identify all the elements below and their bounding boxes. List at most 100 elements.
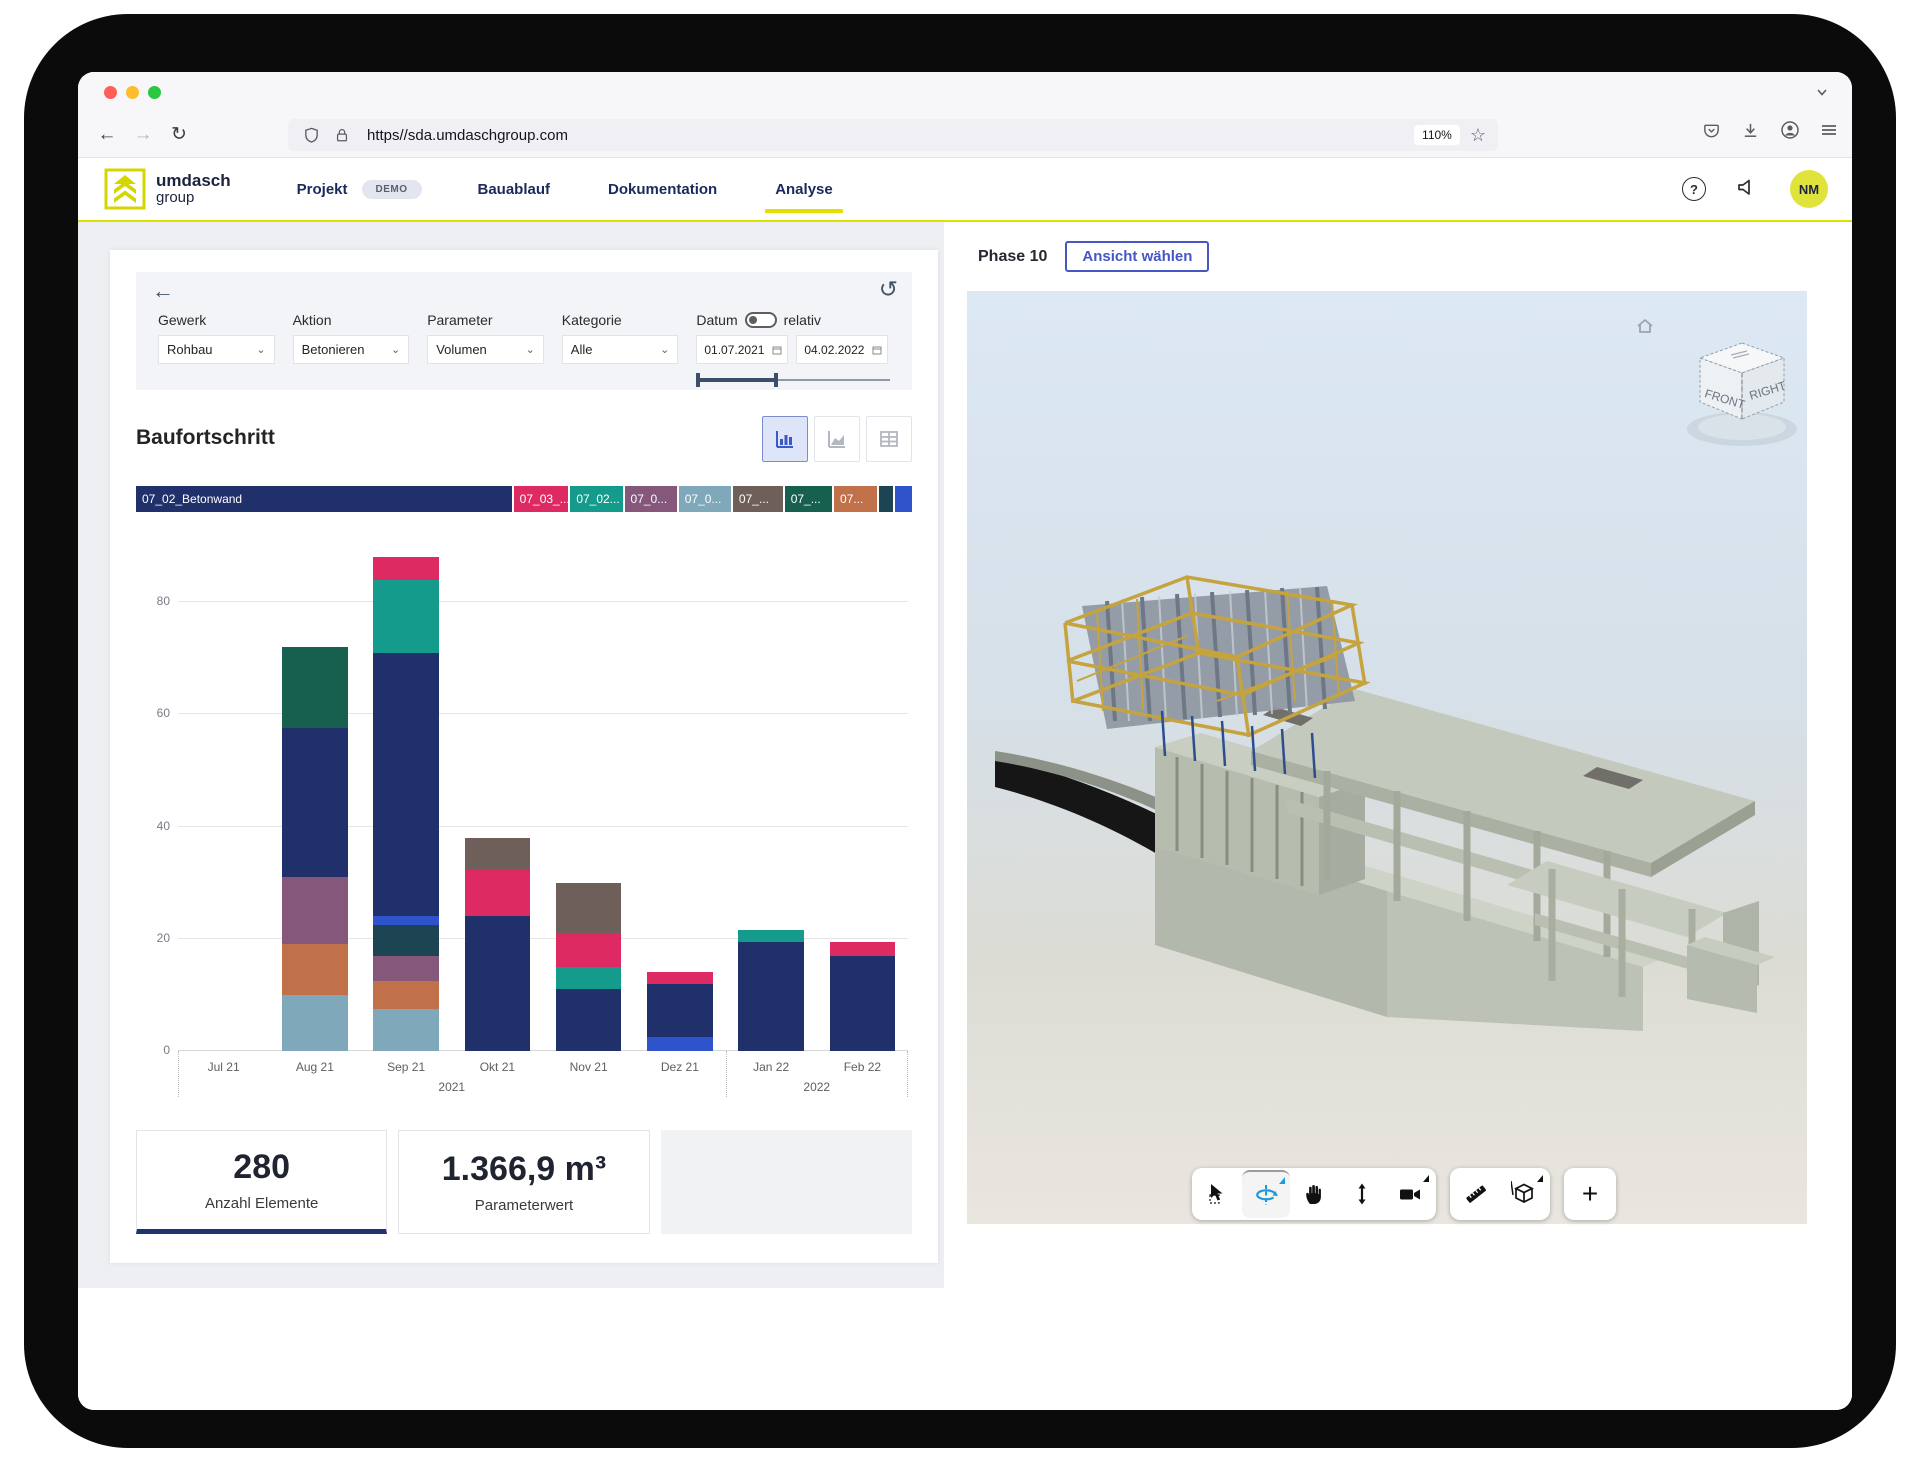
gewerk-select[interactable]: Rohbau ⌄ (158, 335, 275, 364)
bar-segment[interactable] (555, 989, 622, 1051)
bar-segment[interactable] (373, 557, 439, 580)
reset-filters-icon[interactable]: ↺ (878, 276, 898, 302)
back-arrow-icon[interactable]: ← (152, 278, 174, 303)
shield-icon[interactable] (303, 126, 320, 144)
kategorie-select[interactable]: Alle ⌄ (561, 335, 679, 364)
zoom-tool-button[interactable] (1338, 1170, 1386, 1218)
legend-item[interactable] (895, 486, 912, 512)
stacked-bar[interactable] (373, 557, 439, 1051)
menu-hamburger-icon[interactable] (1820, 121, 1838, 144)
zoom-level-badge[interactable]: 110% (1414, 125, 1460, 145)
legend-item[interactable]: 07_0... (624, 486, 677, 512)
parameter-select[interactable]: Volumen ⌄ (427, 335, 544, 364)
bar-segment[interactable] (829, 941, 896, 956)
stacked-bar[interactable] (647, 972, 713, 1051)
bar-segment[interactable] (829, 955, 896, 1051)
url-text[interactable]: https//sda.umdaschgroup.com (367, 126, 568, 144)
bar-segment[interactable] (647, 983, 713, 1037)
bar-segment[interactable] (282, 647, 348, 729)
select-tool-button[interactable] (1194, 1170, 1242, 1218)
bar-segment[interactable] (555, 933, 622, 967)
bar-segment[interactable] (282, 994, 348, 1051)
chart-plot[interactable]: 0 20 40 60 80 (136, 546, 912, 1057)
bar-segment[interactable] (373, 579, 439, 653)
bar-segment[interactable] (464, 837, 531, 869)
download-icon[interactable] (1741, 121, 1760, 145)
legend-item[interactable]: 07_02... (570, 486, 623, 512)
legend-item[interactable] (878, 486, 894, 512)
slider-handle-right[interactable] (773, 373, 778, 387)
legend-item[interactable]: 07_... (732, 486, 783, 512)
nav-item-projekt[interactable]: Projekt (296, 180, 348, 198)
stacked-bar[interactable] (738, 930, 804, 1051)
nav-item-analyse[interactable]: Analyse (765, 175, 843, 213)
add-tool-button[interactable]: + (1581, 1178, 1599, 1209)
close-window-button[interactable] (104, 86, 117, 99)
measure-tool-button[interactable] (1452, 1170, 1500, 1218)
bar-segment[interactable] (282, 877, 348, 945)
chevron-down-icon[interactable] (1814, 84, 1830, 105)
aktion-select[interactable]: Betonieren ⌄ (292, 335, 410, 364)
nav-item-bauablauf[interactable]: Bauablauf (477, 180, 551, 198)
lock-icon[interactable] (334, 126, 350, 144)
section-box-tool-button[interactable] (1500, 1170, 1548, 1218)
pan-tool-button[interactable] (1290, 1170, 1338, 1218)
bar-segment[interactable] (373, 955, 439, 981)
help-icon[interactable]: ? (1682, 177, 1706, 201)
bar-segment[interactable] (738, 941, 804, 1051)
stacked-bar[interactable] (282, 647, 348, 1051)
umdasch-logo[interactable]: umdasch group (104, 168, 231, 210)
nav-item-dokumentation[interactable]: Dokumentation (608, 180, 718, 198)
bookmark-star-icon[interactable]: ☆ (1469, 124, 1486, 145)
pocket-icon[interactable] (1702, 121, 1721, 145)
stacked-bar[interactable] (555, 882, 622, 1051)
bar-segment[interactable] (373, 916, 439, 925)
account-icon[interactable] (1780, 120, 1800, 145)
legend-item[interactable]: 07... (834, 486, 877, 512)
bar-segment[interactable] (464, 868, 531, 917)
bar-segment[interactable] (555, 966, 622, 990)
bar-segment[interactable] (647, 972, 713, 984)
date-to-input[interactable]: 04.02.2022 (796, 335, 889, 364)
legend-item[interactable]: 07_0... (678, 486, 731, 512)
chart-legend[interactable]: 07_02_Betonwand 07_03_... 07_02... 07_0... 0… (136, 486, 912, 512)
legend-item[interactable]: 07_02_Betonwand (136, 486, 512, 512)
bar-segment[interactable] (555, 882, 622, 934)
bar-segment[interactable] (464, 916, 531, 1051)
view-areachart-button[interactable] (814, 416, 860, 462)
legend-item[interactable]: 07_03_... (513, 486, 569, 512)
maximize-window-button[interactable] (148, 86, 161, 99)
bar-segment[interactable] (373, 1008, 439, 1051)
legend-item[interactable]: 07_... (784, 486, 833, 512)
stacked-bar[interactable] (829, 941, 896, 1051)
model-viewport[interactable]: FRONT RIGHT (967, 291, 1807, 1224)
view-cube[interactable]: FRONT RIGHT (1679, 335, 1811, 458)
camera-tool-button[interactable] (1386, 1170, 1434, 1218)
address-bar[interactable]: https//sda.umdaschgroup.com 110% ☆ (288, 119, 1498, 151)
minimize-window-button[interactable] (126, 86, 139, 99)
forward-button[interactable]: → (133, 123, 153, 145)
bar-segment[interactable] (282, 728, 348, 878)
date-range-slider[interactable] (696, 372, 891, 388)
bar-column (543, 546, 634, 1051)
megaphone-icon[interactable] (1736, 176, 1760, 203)
home-icon[interactable] (1635, 317, 1655, 340)
reload-button[interactable]: ↻ (171, 124, 187, 145)
back-button[interactable]: ← (97, 123, 117, 145)
slider-handle-left[interactable] (696, 373, 701, 387)
relativ-toggle[interactable] (744, 312, 777, 328)
orbit-tool-button[interactable] (1242, 1170, 1290, 1218)
bar-segment[interactable] (373, 652, 439, 917)
stacked-bar[interactable] (464, 837, 531, 1051)
date-from-input[interactable]: 01.07.2021 (696, 335, 789, 364)
bar-segment[interactable] (738, 930, 804, 942)
view-select-button[interactable]: Ansicht wählen (1065, 241, 1210, 272)
bar-segment[interactable] (647, 1036, 713, 1051)
bar-segment[interactable] (282, 944, 348, 995)
bar-segment[interactable] (373, 924, 439, 956)
view-table-button[interactable] (866, 416, 912, 462)
bar-segment[interactable] (373, 980, 439, 1009)
building-model[interactable] (987, 561, 1787, 1031)
avatar[interactable]: NM (1790, 170, 1828, 208)
view-barchart-button[interactable] (762, 416, 808, 462)
